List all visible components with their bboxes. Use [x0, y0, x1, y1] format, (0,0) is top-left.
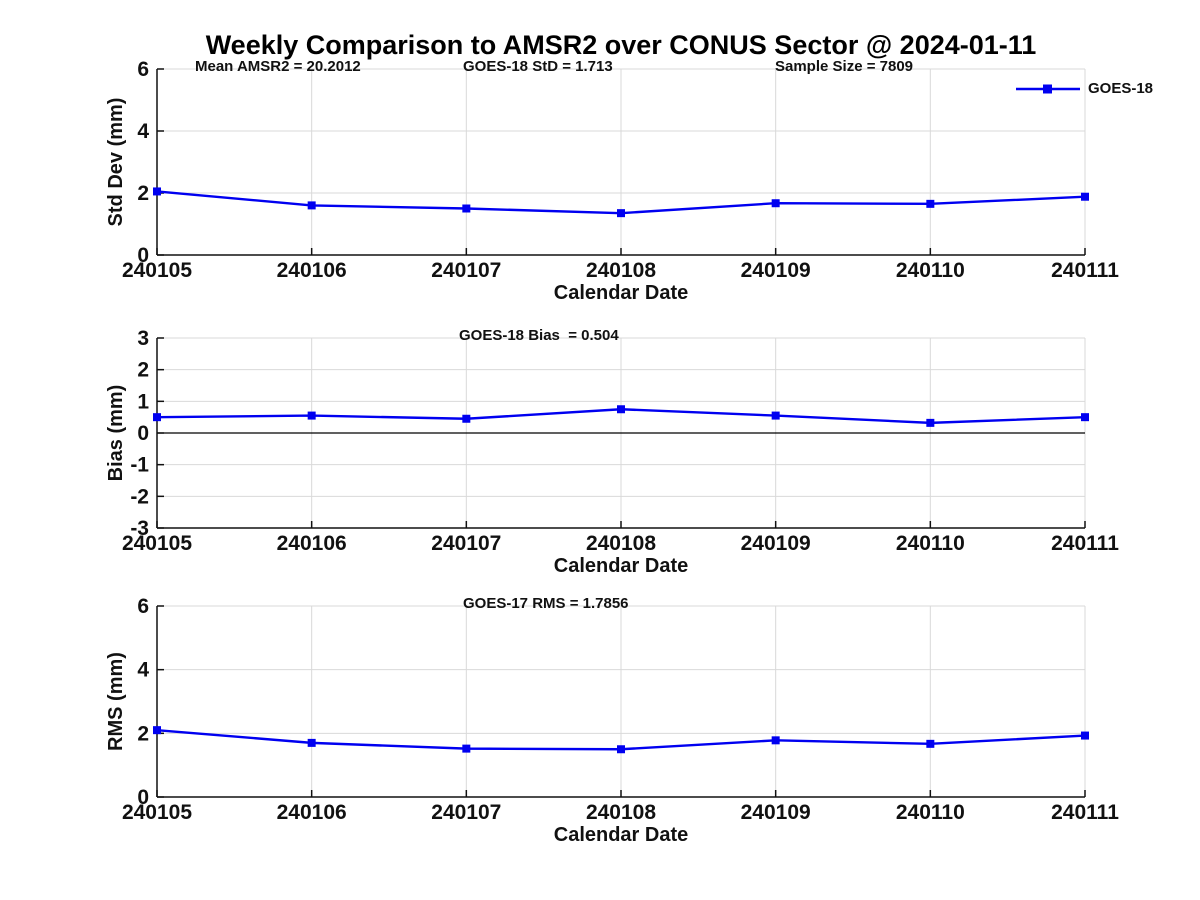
data-point-marker	[153, 413, 161, 422]
x-tick-label: 240111	[1051, 259, 1119, 282]
annotation-goes18-std: GOES-18 StD = 1.713	[463, 58, 613, 75]
x-tick-label: 240105	[122, 801, 192, 824]
x-tick-label: 240108	[586, 801, 656, 824]
annotation-sample-size: Sample Size = 7809	[775, 58, 914, 75]
x-tick-label: 240110	[896, 532, 965, 555]
x-tick-label: 240109	[741, 532, 811, 555]
y-tick-label: -3	[130, 517, 149, 540]
data-point-marker	[462, 204, 471, 213]
x-tick-label: 240106	[277, 259, 347, 282]
x-tick-label: 240105	[122, 532, 192, 555]
y-axis-label: Bias (mm)	[105, 385, 127, 482]
data-point-marker	[617, 405, 625, 414]
legend-label: GOES-18	[1088, 80, 1154, 97]
x-tick-label: 240107	[431, 259, 501, 282]
annotation-goes18-bias: GOES-18 Bias = 0.504	[459, 327, 619, 344]
y-tick-label: 0	[137, 422, 149, 445]
data-point-marker	[1081, 413, 1089, 422]
data-point-marker	[307, 201, 316, 210]
data-point-marker	[462, 744, 471, 753]
subplot-rms: 240105 240106 240107 240108 240109 240110 2401…	[105, 595, 1119, 846]
data-point-marker	[771, 736, 780, 745]
data-point-marker	[153, 187, 161, 196]
y-tick-label: 2	[137, 359, 149, 382]
x-tick-label: 240111	[1051, 532, 1119, 555]
x-tick-label: 240107	[431, 801, 501, 824]
y-tick-label: 2	[137, 722, 149, 745]
y-tick-label: 4	[137, 120, 149, 143]
data-point-marker	[926, 199, 935, 208]
data-point-marker	[926, 418, 935, 427]
legend: GOES-18	[1014, 81, 1153, 97]
x-tick-label: 240107	[431, 532, 501, 555]
x-axis-label: Calendar Date	[554, 555, 689, 577]
x-tick-label: 240109	[741, 801, 811, 824]
y-tick-label: 3	[137, 327, 149, 350]
page-title: Weekly Comparison to AMSR2 over CONUS Se…	[205, 30, 1037, 60]
y-tick-label: 0	[137, 244, 149, 267]
legend-marker-icon	[1016, 84, 1080, 94]
x-axis-label: Calendar Date	[554, 824, 689, 846]
y-axis-label: RMS (mm)	[105, 652, 127, 751]
y-tick-label: 4	[137, 659, 149, 682]
x-tick-label: 240111	[1051, 801, 1119, 824]
data-point-marker	[617, 209, 625, 218]
data-point-marker	[771, 411, 780, 420]
x-tick-label: 240110	[896, 259, 965, 282]
data-point-marker	[771, 199, 780, 208]
data-point-marker	[926, 739, 935, 748]
y-tick-label: 0	[137, 786, 149, 809]
y-tick-label: 6	[137, 58, 149, 81]
subplot-std-dev: 240105 240106 240107 240108 240109 240110 2401…	[105, 58, 1119, 304]
data-point-marker	[617, 745, 625, 754]
y-axis-label: Std Dev (mm)	[105, 98, 127, 227]
subplot-bias: 240105 240106 240107 240108 240109 240110 2401…	[105, 327, 1119, 577]
data-point-marker	[1081, 192, 1089, 201]
x-tick-label: 240106	[277, 801, 347, 824]
y-tick-label: 1	[137, 390, 149, 413]
x-tick-label: 240110	[896, 801, 965, 824]
x-tick-label: 240105	[122, 259, 192, 282]
annotation-mean-amsr2: Mean AMSR2 = 20.2012	[195, 58, 361, 75]
annotation-goes17-rms: GOES-17 RMS = 1.7856	[463, 595, 629, 612]
y-tick-label: -1	[130, 454, 149, 477]
data-point-marker	[307, 738, 316, 747]
data-point-marker	[1081, 731, 1089, 740]
y-tick-label: -2	[130, 485, 149, 508]
x-tick-label: 240106	[277, 532, 347, 555]
data-point-marker	[462, 414, 471, 423]
y-tick-label: 2	[137, 182, 149, 205]
x-tick-label: 240108	[586, 259, 656, 282]
data-point-marker	[153, 726, 161, 735]
x-tick-label: 240108	[586, 532, 656, 555]
x-axis-label: Calendar Date	[554, 282, 689, 304]
data-point-marker	[307, 411, 316, 420]
x-tick-label: 240109	[741, 259, 811, 282]
y-tick-label: 6	[137, 595, 149, 618]
